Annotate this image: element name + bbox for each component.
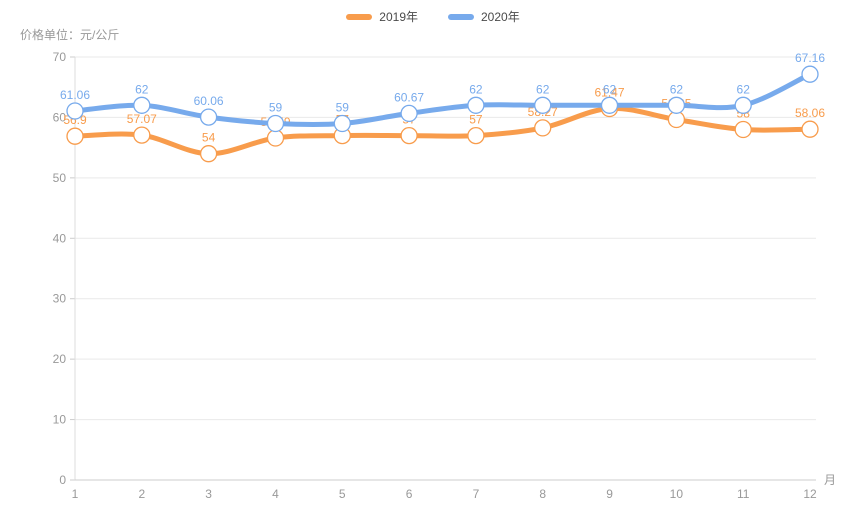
- data-point-2019年-12[interactable]: [801, 120, 819, 138]
- data-label-2020年-7: 62: [469, 82, 483, 96]
- x-tick-label: 6: [406, 487, 413, 501]
- data-label-2020年-6: 60.67: [394, 90, 424, 104]
- data-label-2019年-3: 54: [202, 131, 216, 145]
- data-label-2019年-7: 57: [469, 113, 483, 127]
- legend-label: 2019年: [379, 10, 418, 24]
- data-point-2020年-12[interactable]: [801, 65, 819, 83]
- y-tick-label: 60: [53, 110, 67, 124]
- data-point-2020年-7[interactable]: [467, 96, 485, 114]
- data-point-2019年-7[interactable]: [467, 126, 485, 145]
- x-axis-unit-label: 月: [824, 473, 836, 487]
- data-point-2019年-4[interactable]: [266, 129, 285, 147]
- data-point-2020年-2[interactable]: [133, 96, 151, 114]
- data-label-2020年-5: 59: [336, 101, 350, 115]
- data-label-2020年-12: 67.16: [795, 51, 825, 65]
- data-point-2019年-2[interactable]: [133, 126, 151, 144]
- data-point-2020年-8[interactable]: [534, 96, 552, 114]
- y-tick-label: 70: [53, 50, 67, 64]
- data-point-2019年-3[interactable]: [199, 145, 218, 163]
- data-label-2020年-8: 62: [536, 82, 550, 96]
- data-label-2019年-2: 57.07: [127, 112, 157, 126]
- y-axis-title: 价格单位：元/公斤: [20, 28, 120, 42]
- legend-item-2020年[interactable]: 2020年: [448, 8, 520, 25]
- legend-label: 2020年: [481, 10, 520, 24]
- x-tick-label: 4: [272, 487, 279, 501]
- y-tick-label: 50: [53, 171, 67, 185]
- data-label-2020年-3: 60.06: [194, 94, 224, 108]
- x-tick-label: 7: [473, 487, 480, 501]
- data-point-2019年-11[interactable]: [734, 120, 752, 139]
- x-tick-label: 10: [670, 487, 684, 501]
- x-tick-label: 2: [138, 487, 145, 501]
- x-tick-label: 3: [205, 487, 212, 501]
- legend-swatch-icon: [448, 13, 474, 20]
- data-point-2019年-8[interactable]: [534, 119, 552, 137]
- x-tick-label: 11: [737, 487, 750, 501]
- x-tick-label: 8: [539, 487, 546, 501]
- x-tick-label: 5: [339, 487, 346, 501]
- y-tick-label: 20: [53, 352, 67, 366]
- data-point-2020年-1[interactable]: [66, 102, 84, 120]
- y-tick-label: 0: [59, 473, 66, 487]
- y-tick-label: 30: [53, 292, 67, 306]
- data-label-2020年-1: 61.06: [60, 88, 90, 102]
- data-label-2020年-2: 62: [135, 82, 149, 96]
- legend-swatch-icon: [346, 13, 373, 20]
- y-tick-label: 40: [53, 231, 67, 245]
- data-label-2019年-12: 58.06: [795, 106, 825, 120]
- x-tick-label: 9: [606, 487, 613, 501]
- x-tick-label: 12: [803, 487, 817, 501]
- data-label-2020年-10: 62: [670, 82, 684, 96]
- data-label-2019年-9: 61.47: [594, 86, 624, 100]
- data-label-2020年-11: 62: [737, 82, 751, 96]
- legend-item-2019年[interactable]: 2019年: [346, 8, 418, 25]
- data-point-2020年-5[interactable]: [333, 114, 351, 133]
- y-tick-label: 10: [53, 413, 67, 427]
- data-point-2020年-9[interactable]: [600, 96, 619, 114]
- data-point-2020年-3[interactable]: [199, 108, 218, 126]
- legend: 2019年 2020年: [0, 8, 866, 25]
- data-point-2020年-4[interactable]: [266, 114, 285, 133]
- data-label-2020年-9: 62: [603, 82, 617, 96]
- data-point-2019年-1[interactable]: [66, 127, 84, 145]
- data-point-2020年-11[interactable]: [734, 96, 752, 114]
- data-point-2019年-6[interactable]: [400, 126, 418, 145]
- data-label-2020年-4: 59: [269, 101, 283, 115]
- x-tick-label: 1: [72, 487, 79, 501]
- data-point-2020年-10[interactable]: [667, 96, 686, 114]
- data-point-2020年-6[interactable]: [400, 104, 418, 123]
